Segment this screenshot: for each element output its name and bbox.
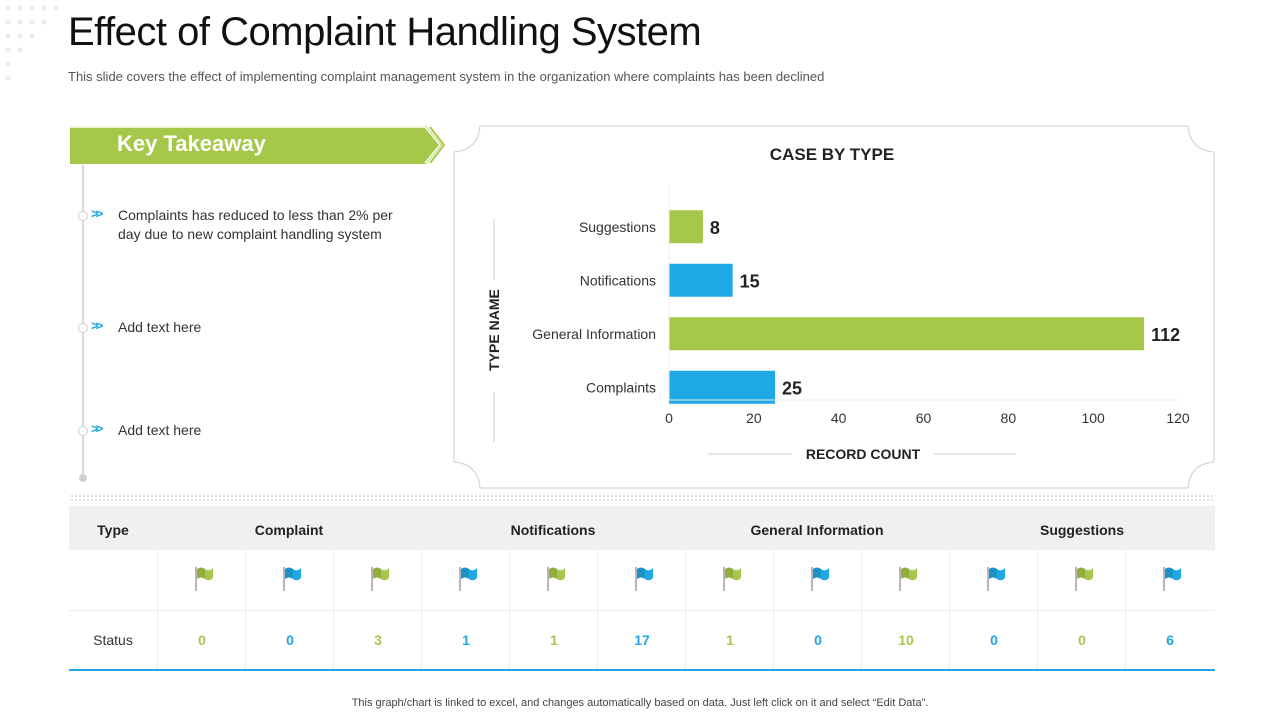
header-type: Type [97,522,129,538]
header-suggestions: Suggestions [1039,522,1124,538]
green-flag-icon [195,567,213,591]
status-value: 17 [597,611,686,669]
blue-flag-icon [459,567,477,591]
status-value: 3 [333,611,422,669]
flag-cell [333,550,422,610]
status-value: 0 [245,611,334,669]
green-flag-icon [547,567,565,591]
empty-cell [69,550,157,610]
flag-cell [773,550,862,610]
flag-cell [861,550,950,610]
green-flag-icon [899,567,917,591]
decorative-dot-strip [70,494,1215,502]
status-value: 10 [861,611,950,669]
timeline-end-dot [79,474,87,482]
flag-cell [949,550,1038,610]
flag-cell [597,550,686,610]
blue-flag-icon [811,567,829,591]
data-label: 8 [710,218,720,238]
x-tick-label: 100 [1081,410,1105,426]
x-axis-label: RECORD COUNT [806,446,921,462]
bar-suggestions [669,210,703,244]
key-takeaway-banner [70,126,445,164]
status-value: 1 [685,611,774,669]
data-label: 112 [1151,325,1180,345]
x-tick-label: 60 [916,410,932,426]
status-label: Status [93,632,133,648]
timeline-line [82,165,84,478]
page-title: Effect of Complaint Handling System [68,10,702,54]
status-value: 1 [509,611,598,669]
category-label: Complaints [586,379,656,395]
green-flag-icon [723,567,741,591]
blue-flag-icon [635,567,653,591]
flag-cell [421,550,510,610]
case-by-type-chart: CASE BY TYPE Suggestions 8 Notifications 15… [486,145,1190,462]
double-chevron-right-icon: >> [91,206,103,221]
blue-flag-icon [283,567,301,591]
bar-general-information [669,317,1145,351]
page-subtitle: This slide covers the effect of implemen… [68,69,825,84]
status-value: 0 [949,611,1038,669]
takeaway-text: Complaints has reduced to less than 2% p… [118,207,393,242]
timeline-dot [78,323,88,333]
table-header-row: Type Complaint Notifications General Inf… [69,506,1215,550]
timeline-dot [78,426,88,436]
double-chevron-right-icon: >> [91,318,103,333]
flag-cell [1125,550,1214,610]
chart-title: CASE BY TYPE [770,145,894,164]
chart-frame [453,125,1215,489]
category-label: Suggestions [579,219,656,235]
flag-cell [157,550,246,610]
takeaway-text: Add text here [118,422,202,438]
green-flag-icon [371,567,389,591]
x-tick-label: 20 [746,410,762,426]
status-value: 1 [421,611,510,669]
flag-cell [1037,550,1126,610]
key-takeaway-label: Key Takeaway [117,131,266,156]
takeaway-text: Add text here [118,319,202,335]
decorative-dot-pattern [5,5,59,81]
x-tick-label: 0 [665,410,673,426]
blue-flag-icon [1163,567,1181,591]
x-tick-label: 40 [831,410,847,426]
x-tick-label: 120 [1166,410,1190,426]
status-row: Status 0 0 3 1 1 17 1 0 10 0 0 6 [69,611,1215,671]
bar-notifications [669,263,733,297]
blue-flag-icon [987,567,1005,591]
y-axis-label: TYPE NAME [486,289,502,371]
status-value: 0 [157,611,246,669]
header-notifications: Notifications [510,522,596,538]
status-value: 6 [1125,611,1214,669]
status-value: 0 [773,611,862,669]
category-label: General Information [532,326,656,342]
flag-cell [509,550,598,610]
flag-cell [685,550,774,610]
category-label: Notifications [580,272,656,288]
footer-note: This graph/chart is linked to excel, and… [351,697,929,709]
bar-complaints [669,370,776,404]
header-complaint: Complaint [254,522,324,538]
x-tick-label: 80 [1001,410,1017,426]
status-table: Type Complaint Notifications General Inf… [69,506,1215,671]
status-value: 0 [1037,611,1126,669]
green-flag-icon [1075,567,1093,591]
data-label: 25 [782,378,802,398]
flag-row [69,550,1215,611]
data-label: 15 [740,271,760,291]
timeline-dot [78,211,88,221]
header-general-information: General Information [750,522,884,538]
flag-cell [245,550,334,610]
double-chevron-right-icon: >> [91,421,103,436]
